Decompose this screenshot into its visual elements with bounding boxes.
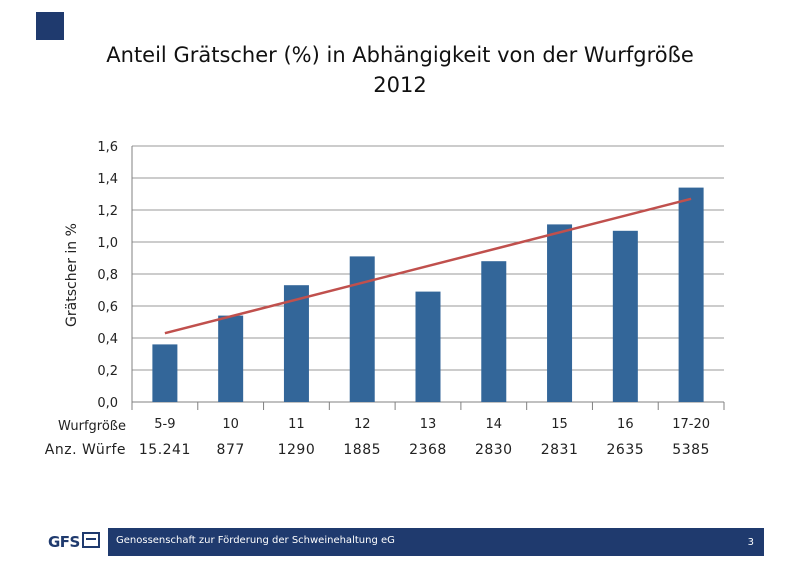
row2-value: 2830 (475, 442, 513, 458)
row2-value: 2368 (409, 442, 447, 458)
row2-value: 1290 (278, 442, 316, 458)
chart-title-block: Anteil Grätscher (%) in Abhängigkeit von… (0, 40, 800, 100)
x-category-label: 17-20 (672, 417, 710, 432)
x-axis-label: Wurfgröße (58, 419, 126, 434)
row2-value: 5385 (672, 442, 710, 458)
gfs-logo-text: GFS (48, 533, 80, 551)
bar (481, 261, 507, 402)
trendline (164, 197, 692, 335)
bar (152, 344, 178, 402)
y-tick-label: 0,2 (97, 364, 118, 379)
y-tick-label: 1,6 (97, 140, 118, 155)
x-category-label: 12 (354, 417, 371, 432)
x-category-label: 13 (420, 417, 437, 432)
row2-value: 15.241 (139, 442, 191, 458)
x-category-label: 16 (617, 417, 634, 432)
y-tick-label: 1,2 (97, 204, 118, 219)
y-tick-label: 0,4 (97, 332, 118, 347)
gfs-logo: GFS (48, 532, 100, 552)
x-category-label: 15 (551, 417, 568, 432)
row2-value: 2635 (607, 442, 645, 458)
chart-subtitle: 2012 (373, 73, 427, 97)
x-category-label: 11 (288, 417, 305, 432)
y-tick-label: 1,4 (97, 172, 118, 187)
page-number: 3 (747, 537, 754, 548)
y-tick-label: 1,0 (97, 236, 118, 251)
y-tick-label: 0,8 (97, 268, 118, 283)
bar (547, 224, 573, 402)
row2-value: 2831 (541, 442, 579, 458)
gfs-logo-icon (81, 532, 100, 548)
bar (415, 291, 441, 402)
y-axis-label: Grätscher in % (64, 223, 80, 327)
bar (349, 256, 375, 402)
footer-bar: Genossenschaft zur Förderung der Schwein… (108, 528, 764, 556)
footer-org-name: Genossenschaft zur Förderung der Schwein… (116, 535, 395, 546)
row2-value: 1885 (343, 442, 381, 458)
corner-square (36, 12, 64, 40)
x-category-label: 14 (486, 417, 503, 432)
x-category-label: 10 (222, 417, 239, 432)
row2-value: 877 (217, 442, 245, 458)
chart-title: Anteil Grätscher (%) in Abhängigkeit von… (106, 43, 694, 67)
bar (283, 285, 309, 402)
x-category-label: 5-9 (154, 417, 175, 432)
bar (612, 230, 638, 402)
bar (218, 315, 244, 402)
y-tick-label: 0,6 (97, 300, 118, 315)
y-tick-label: 0,0 (97, 396, 118, 411)
bar (678, 187, 704, 402)
row2-label: Anz. Würfe (45, 442, 126, 458)
bar-chart: 0,0 0,2 0,4 0,6 0,8 1,0 1,2 1,4 1,6 5-9 10 11 12 13 14… (45, 140, 725, 458)
